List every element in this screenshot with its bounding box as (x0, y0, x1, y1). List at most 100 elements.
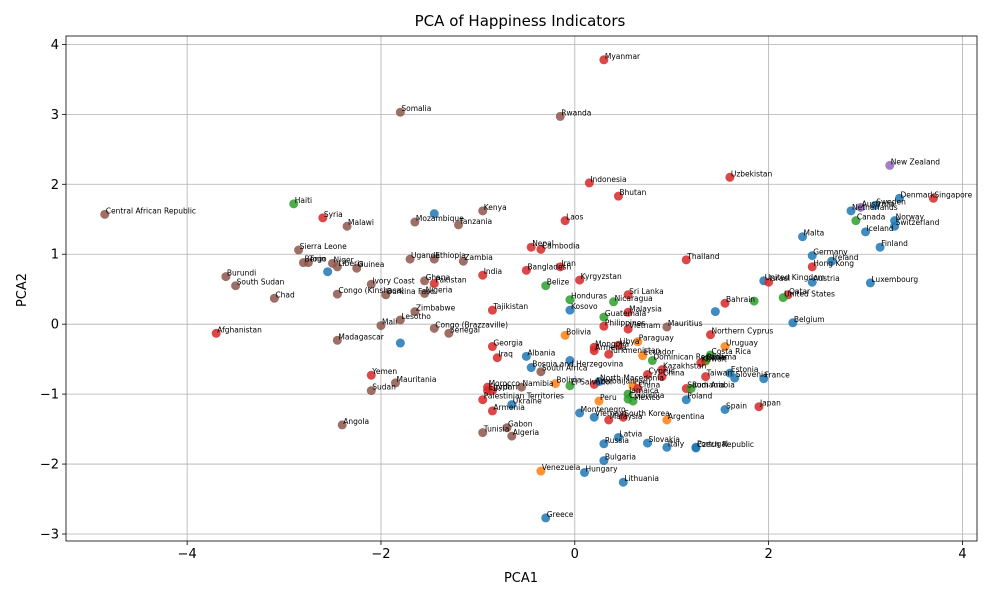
point-label: Switzerland (896, 218, 940, 227)
point-label: Guinea (358, 260, 385, 269)
point-label: Latvia (619, 429, 642, 438)
data-point (289, 199, 299, 209)
data-point (875, 242, 885, 252)
data-point (599, 456, 609, 466)
data-point (575, 275, 585, 285)
point-label: Finland (881, 239, 908, 248)
data-point (555, 111, 565, 121)
point-label: Israel (770, 274, 791, 283)
x-tick-label: 4 (958, 547, 966, 562)
data-point (846, 206, 856, 216)
point-label: Zambia (464, 253, 492, 262)
point-label: Angola (343, 417, 369, 426)
data-point (798, 232, 808, 242)
point-label: Ivory Coast (372, 276, 414, 285)
point-label: Qatar (789, 287, 811, 296)
data-point (536, 367, 546, 377)
point-label: Mali (382, 318, 397, 327)
point-label: Malawi (348, 218, 374, 227)
data-point (647, 356, 657, 366)
data-point (536, 244, 546, 254)
y-axis-ticks: −3 −2 −1 0 1 2 3 4 (40, 38, 66, 543)
point-label: Austria (813, 274, 840, 283)
point-label: Laos (566, 213, 583, 222)
point-label: Afghanistan (217, 325, 262, 334)
grid-lines (66, 36, 977, 541)
data-point (483, 386, 493, 396)
point-label: Liberia (338, 259, 363, 268)
data-point (584, 178, 594, 188)
data-point (691, 443, 701, 453)
y-tick-label: 1 (51, 248, 59, 263)
data-point (560, 330, 570, 340)
point-label: Turkmenistan (609, 346, 661, 355)
point-label: Luxembourg (871, 275, 918, 284)
point-label: South Sudan (237, 278, 285, 287)
data-point (623, 324, 633, 334)
point-label: Armenia (493, 403, 524, 412)
data-point (410, 217, 420, 227)
point-label: Nigeria (426, 285, 453, 294)
point-label: Peru (634, 378, 651, 387)
point-label: Cambodia (542, 241, 580, 250)
data-point (705, 330, 715, 340)
data-point (657, 372, 667, 382)
data-point (609, 297, 619, 307)
data-point (642, 438, 652, 448)
point-label: Bosnia and Herzegovina (532, 360, 623, 369)
data-point (720, 342, 730, 352)
data-point (599, 321, 609, 331)
data-point (366, 370, 376, 380)
point-label: Myanmar (605, 52, 641, 61)
point-label: North Macedonia (600, 374, 664, 383)
data-point (599, 55, 609, 65)
data-point (429, 209, 439, 219)
point-label: Lesotho (401, 312, 431, 321)
data-point (589, 346, 599, 356)
data-point (536, 466, 546, 476)
point-label: China (639, 381, 660, 390)
point-label: Congo (Kinshasa) (338, 286, 404, 295)
point-label: Russia (605, 436, 629, 445)
data-point (458, 256, 468, 266)
point-label: Argentina (668, 412, 705, 421)
y-axis-label: PCA2 (15, 273, 30, 307)
point-label: Jordan (492, 383, 517, 392)
data-point (778, 293, 788, 303)
point-label: Egypt (489, 383, 511, 392)
point-label: Kosovo (571, 302, 598, 311)
point-label: Sudan (372, 383, 396, 392)
data-point (429, 323, 439, 333)
data-point (420, 276, 430, 286)
data-point (211, 328, 221, 338)
point-label: Uruguay (726, 339, 758, 348)
data-point (231, 281, 241, 291)
point-label: Chile (707, 353, 726, 362)
point-label: Senegal (450, 325, 480, 334)
point-label: Malta (804, 229, 825, 238)
x-tick-label: −2 (371, 547, 390, 562)
point-label: Iran (561, 259, 576, 268)
data-point (575, 408, 585, 418)
point-label: Uganda (411, 251, 440, 260)
point-label: Ghana (426, 273, 451, 282)
x-axis-label: PCA1 (504, 571, 538, 586)
data-point (517, 382, 526, 392)
data-point (613, 340, 623, 350)
data-point (395, 107, 405, 117)
point-label: Malaysia (629, 304, 662, 313)
data-point (555, 262, 565, 272)
point-label: Taiwan (706, 369, 733, 378)
data-point (395, 338, 405, 348)
data-point (633, 384, 643, 394)
data-point (788, 318, 798, 328)
data-point (730, 373, 740, 383)
point-label: Mexico (634, 393, 661, 402)
data-point (928, 193, 938, 203)
data-point (827, 256, 837, 266)
data-point (478, 206, 488, 216)
point-label: Haiti (295, 196, 312, 205)
data-point (623, 290, 633, 300)
data-point (696, 358, 706, 368)
